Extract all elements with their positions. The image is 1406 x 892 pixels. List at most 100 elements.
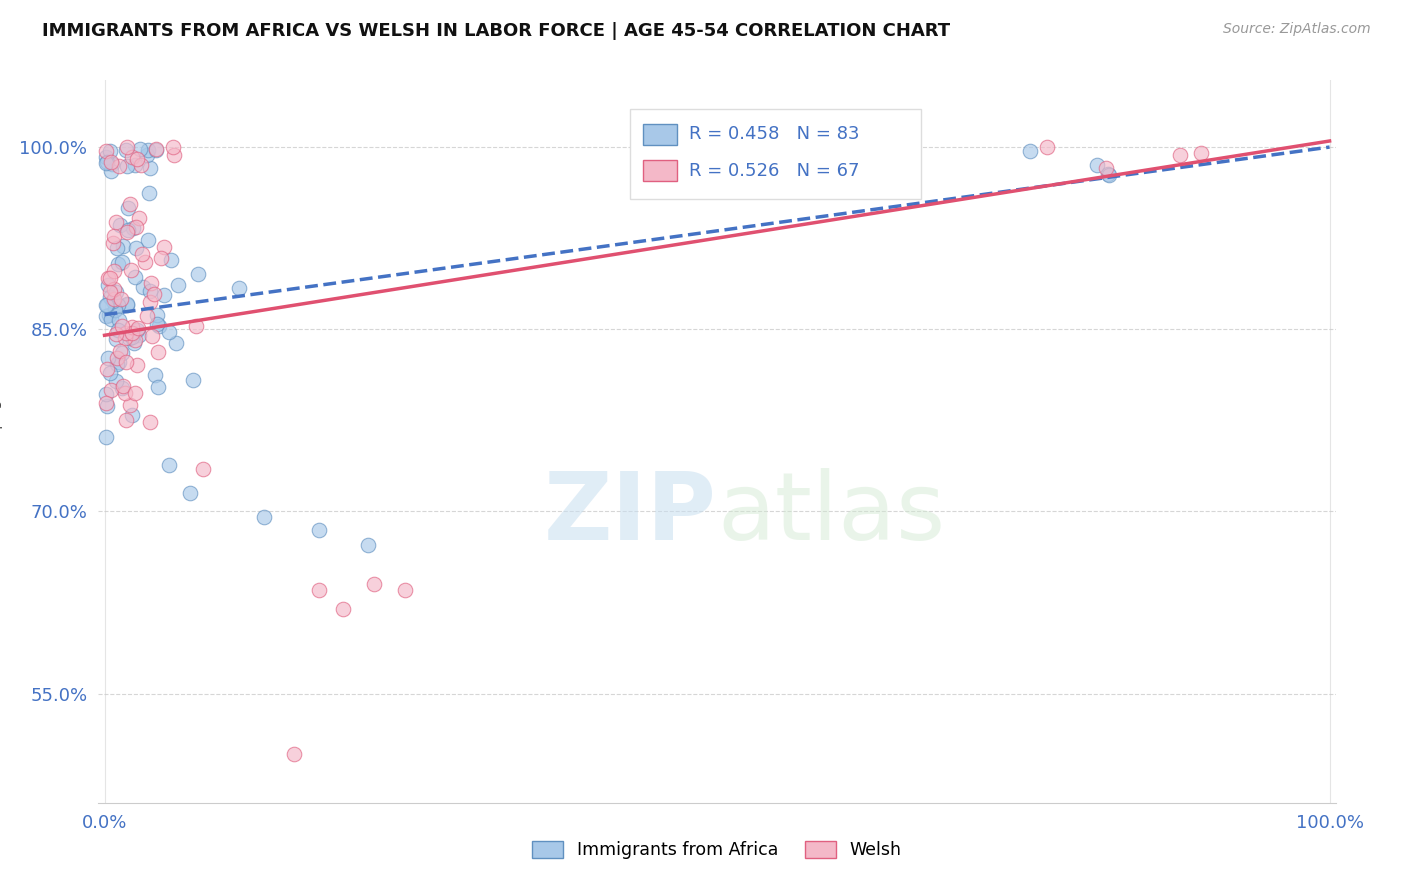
Point <box>143 287 166 301</box>
Point <box>101 236 124 251</box>
Point <box>98 285 121 299</box>
Point <box>138 415 160 429</box>
Point <box>100 154 122 169</box>
Point <box>129 158 152 172</box>
Point <box>146 380 169 394</box>
Text: atlas: atlas <box>717 467 945 560</box>
Point <box>1094 161 1116 175</box>
Point <box>108 344 131 359</box>
Point <box>149 252 172 266</box>
Point <box>103 229 125 244</box>
Point <box>166 278 188 293</box>
Point <box>132 280 155 294</box>
Text: R = 0.458   N = 83: R = 0.458 N = 83 <box>689 126 859 144</box>
Y-axis label: In Labor Force | Age 45-54: In Labor Force | Age 45-54 <box>0 341 3 542</box>
Point <box>103 293 125 308</box>
Point <box>139 276 162 290</box>
Point <box>1098 168 1121 182</box>
Point <box>96 399 118 413</box>
Point <box>105 241 128 255</box>
Point <box>146 317 169 331</box>
Point <box>162 140 184 154</box>
Point <box>94 430 117 444</box>
Point <box>107 298 129 312</box>
Point <box>128 211 150 225</box>
Point <box>253 510 276 524</box>
Point <box>125 219 148 234</box>
Point <box>98 290 121 304</box>
Point <box>124 385 146 400</box>
Point <box>127 321 149 335</box>
Point <box>128 328 150 343</box>
Point <box>94 395 117 409</box>
Point <box>136 143 159 157</box>
Point <box>105 215 128 229</box>
Point <box>117 201 139 215</box>
Point <box>104 326 127 341</box>
Point <box>98 144 121 158</box>
Point <box>115 140 138 154</box>
Point <box>187 267 209 281</box>
FancyBboxPatch shape <box>630 109 921 200</box>
Point <box>94 155 117 169</box>
Point <box>94 144 117 158</box>
Point <box>1036 140 1059 154</box>
Point <box>127 152 149 166</box>
Point <box>163 148 186 162</box>
Point <box>103 263 125 277</box>
Point <box>105 285 128 300</box>
Point <box>131 247 153 261</box>
Point <box>135 147 157 161</box>
Point <box>114 385 136 400</box>
Point <box>104 301 127 316</box>
Point <box>122 336 145 351</box>
Point <box>121 221 143 235</box>
Point <box>125 358 148 372</box>
Point <box>141 329 163 343</box>
Point <box>108 355 131 369</box>
Point <box>186 319 208 334</box>
Point <box>134 255 156 269</box>
Point <box>181 373 204 387</box>
Point <box>115 326 138 340</box>
Point <box>125 323 148 337</box>
Point <box>108 159 131 173</box>
Point <box>112 239 135 253</box>
Point <box>121 326 143 340</box>
Point <box>107 323 129 337</box>
Point <box>103 292 125 306</box>
Point <box>96 298 118 312</box>
Point <box>120 263 142 277</box>
Text: R = 0.526   N = 67: R = 0.526 N = 67 <box>689 161 859 179</box>
Point <box>124 158 146 172</box>
Point <box>111 381 134 395</box>
Point <box>394 583 416 598</box>
Text: Source: ZipAtlas.com: Source: ZipAtlas.com <box>1223 22 1371 37</box>
Point <box>105 351 128 366</box>
Point <box>139 295 162 310</box>
Point <box>110 292 132 306</box>
Point <box>1168 148 1191 162</box>
Point <box>159 458 181 472</box>
Point <box>115 225 138 239</box>
Bar <box>643 124 678 145</box>
Point <box>98 271 121 285</box>
Point <box>94 298 117 312</box>
Point <box>97 277 120 292</box>
Point <box>121 320 143 334</box>
Point <box>129 142 152 156</box>
Point <box>332 601 354 615</box>
Point <box>1019 145 1042 159</box>
Point <box>124 270 146 285</box>
Point <box>100 164 122 178</box>
Point <box>114 412 136 426</box>
Point <box>143 368 166 382</box>
Point <box>115 355 138 369</box>
Point <box>94 386 117 401</box>
Text: ZIP: ZIP <box>544 467 717 560</box>
Point <box>115 298 138 312</box>
Point <box>121 329 143 343</box>
Point <box>165 336 187 351</box>
Point <box>96 362 118 376</box>
Point <box>97 271 120 285</box>
